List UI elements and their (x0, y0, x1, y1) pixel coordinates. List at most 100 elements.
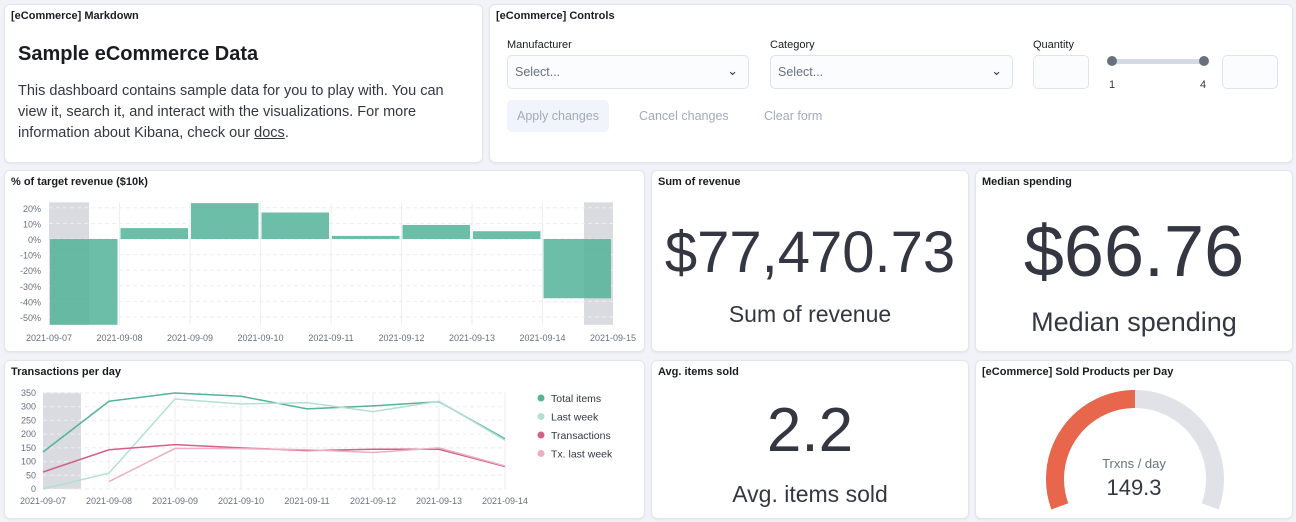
y-tick-label: 20% (23, 204, 41, 214)
chevron-down-icon: ⌄ (727, 63, 738, 78)
y-tick-label: 200 (21, 429, 36, 439)
bar (261, 212, 329, 239)
y-tick-label: 300 (21, 402, 36, 412)
legend-label: Last week (551, 412, 599, 424)
y-tick-label: 250 (21, 415, 36, 425)
docs-link[interactable]: docs (254, 125, 285, 141)
x-tick-label: 2021-09-10 (237, 333, 283, 343)
markdown-body: This dashboard contains sample data for … (18, 83, 444, 141)
x-tick-label: 2021-09-11 (308, 333, 353, 343)
y-tick-label: -10% (20, 251, 41, 261)
panel-title: Transactions per day (11, 366, 122, 378)
panel-title: [eCommerce] Controls (496, 10, 615, 22)
x-tick-label: 2021-09-09 (152, 496, 198, 506)
range-min-tick: 1 (1109, 79, 1116, 91)
panel-title: [eCommerce] Markdown (11, 10, 139, 22)
x-tick-label: 2021-09-07 (20, 496, 66, 506)
x-tick-label: 2021-09-12 (378, 333, 424, 343)
revenue-panel: % of target revenue ($10k) 20% 10% 0% -10% -… (4, 170, 645, 352)
category-label: Category (770, 39, 815, 51)
x-tick-label: 2021-09-10 (218, 496, 264, 506)
panel-title: Sum of revenue (658, 176, 741, 188)
quantity-range-track[interactable] (1112, 59, 1204, 64)
y-tick-label: 350 (21, 388, 36, 398)
legend-marker (537, 450, 545, 457)
series-line (42, 398, 506, 490)
range-max-tick: 4 (1200, 79, 1207, 91)
x-tick-label: 2021-09-12 (350, 496, 396, 506)
metric-value: $77,470.73 (664, 220, 956, 285)
bar (543, 239, 611, 299)
y-tick-label: -30% (20, 282, 41, 292)
x-tick-label: 2021-09-14 (482, 496, 528, 506)
panel-title: Median spending (982, 176, 1072, 188)
x-tick-label: 2021-09-09 (167, 333, 213, 343)
x-tick-label: 2021-09-15 (590, 333, 636, 343)
metric-label: Sum of revenue (728, 301, 892, 327)
x-tick-label: 2021-09-13 (416, 496, 462, 506)
chevron-down-icon: ⌄ (991, 63, 1002, 78)
quantity-label: Quantity (1033, 39, 1074, 51)
y-tick-label: 0% (28, 235, 41, 245)
x-tick-label: 2021-09-14 (519, 333, 565, 343)
markdown-panel: [eCommerce] Markdown Sample eCommerce Da… (4, 4, 483, 163)
bar (402, 224, 470, 239)
gauge-panel: [eCommerce] Sold Products per Day Trxns … (975, 360, 1293, 519)
panel-title: % of target revenue ($10k) (11, 176, 148, 188)
x-tick-label: 2021-09-07 (26, 333, 72, 343)
panel-title: [eCommerce] Sold Products per Day (982, 366, 1174, 378)
range-handle-min[interactable] (1107, 56, 1117, 66)
x-tick-label: 2021-09-11 (284, 496, 329, 506)
transactions-line-chart: 350 300 250 200 150 100 50 0 2021-09-07 2021-09-0… (20, 388, 613, 506)
y-tick-label: -50% (20, 313, 41, 323)
range-handle-max[interactable] (1199, 56, 1209, 66)
category-select[interactable]: Select... ⌄ (770, 55, 1013, 89)
bar (473, 231, 541, 239)
transactions-panel: Transactions per day 350 300 250 200 150 100 5… (4, 360, 645, 519)
metric-value: 2.2 (766, 396, 854, 465)
apply-changes-button[interactable]: Apply changes (507, 100, 610, 132)
panel-title: Avg. items sold (658, 366, 739, 378)
markdown-heading: Sample eCommerce Data (18, 43, 259, 65)
legend-marker (537, 413, 545, 420)
sum-revenue-panel: Sum of revenue $77,470.73 Sum of revenue (651, 170, 969, 352)
gauge-fill (1046, 390, 1136, 510)
revenue-bar-chart: 20% 10% 0% -10% -20% -30% -40% -50% 2021-09-07 20… (20, 202, 636, 343)
controls-panel: [eCommerce] Controls Manufacturer Select… (489, 4, 1293, 163)
clear-form-button[interactable]: Clear form (764, 109, 823, 123)
gauge-value: 149.3 (1106, 475, 1162, 500)
y-tick-label: 10% (23, 219, 41, 229)
quantity-min-input[interactable] (1033, 55, 1089, 89)
series-line (108, 447, 506, 483)
legend-label: Tx. last week (551, 449, 613, 461)
x-tick-label: 2021-09-08 (96, 333, 142, 343)
x-tick-label: 2021-09-13 (449, 333, 495, 343)
metric-label: Median spending (1031, 307, 1237, 337)
gauge-label: Trxns / day (1102, 456, 1166, 471)
manufacturer-select[interactable]: Select... ⌄ (507, 55, 749, 89)
shaded-region (43, 392, 81, 489)
y-tick-label: -40% (20, 297, 41, 307)
metric-label: Avg. items sold (732, 481, 888, 507)
y-tick-label: 100 (21, 457, 36, 467)
metric-value: $66.76 (1023, 212, 1245, 292)
gauge-chart (1046, 390, 1224, 510)
legend-label: Total items (551, 393, 601, 405)
x-tick-label: 2021-09-08 (86, 496, 132, 506)
bar (50, 239, 118, 325)
legend-marker (537, 394, 545, 402)
y-tick-label: 150 (21, 443, 36, 453)
y-tick-label: 0 (31, 484, 36, 494)
bar (191, 203, 259, 239)
median-spending-panel: Median spending $66.76 Median spending (975, 170, 1293, 352)
manufacturer-label: Manufacturer (507, 39, 572, 51)
bar (332, 235, 400, 239)
quantity-max-input[interactable] (1222, 55, 1278, 89)
cancel-changes-button[interactable]: Cancel changes (639, 109, 729, 123)
bar (120, 228, 188, 239)
legend-marker (537, 431, 545, 439)
avg-items-panel: Avg. items sold 2.2 Avg. items sold (651, 360, 969, 519)
y-tick-label: -20% (20, 266, 41, 276)
legend-label: Transactions (551, 430, 611, 442)
y-tick-label: 50 (26, 470, 36, 480)
